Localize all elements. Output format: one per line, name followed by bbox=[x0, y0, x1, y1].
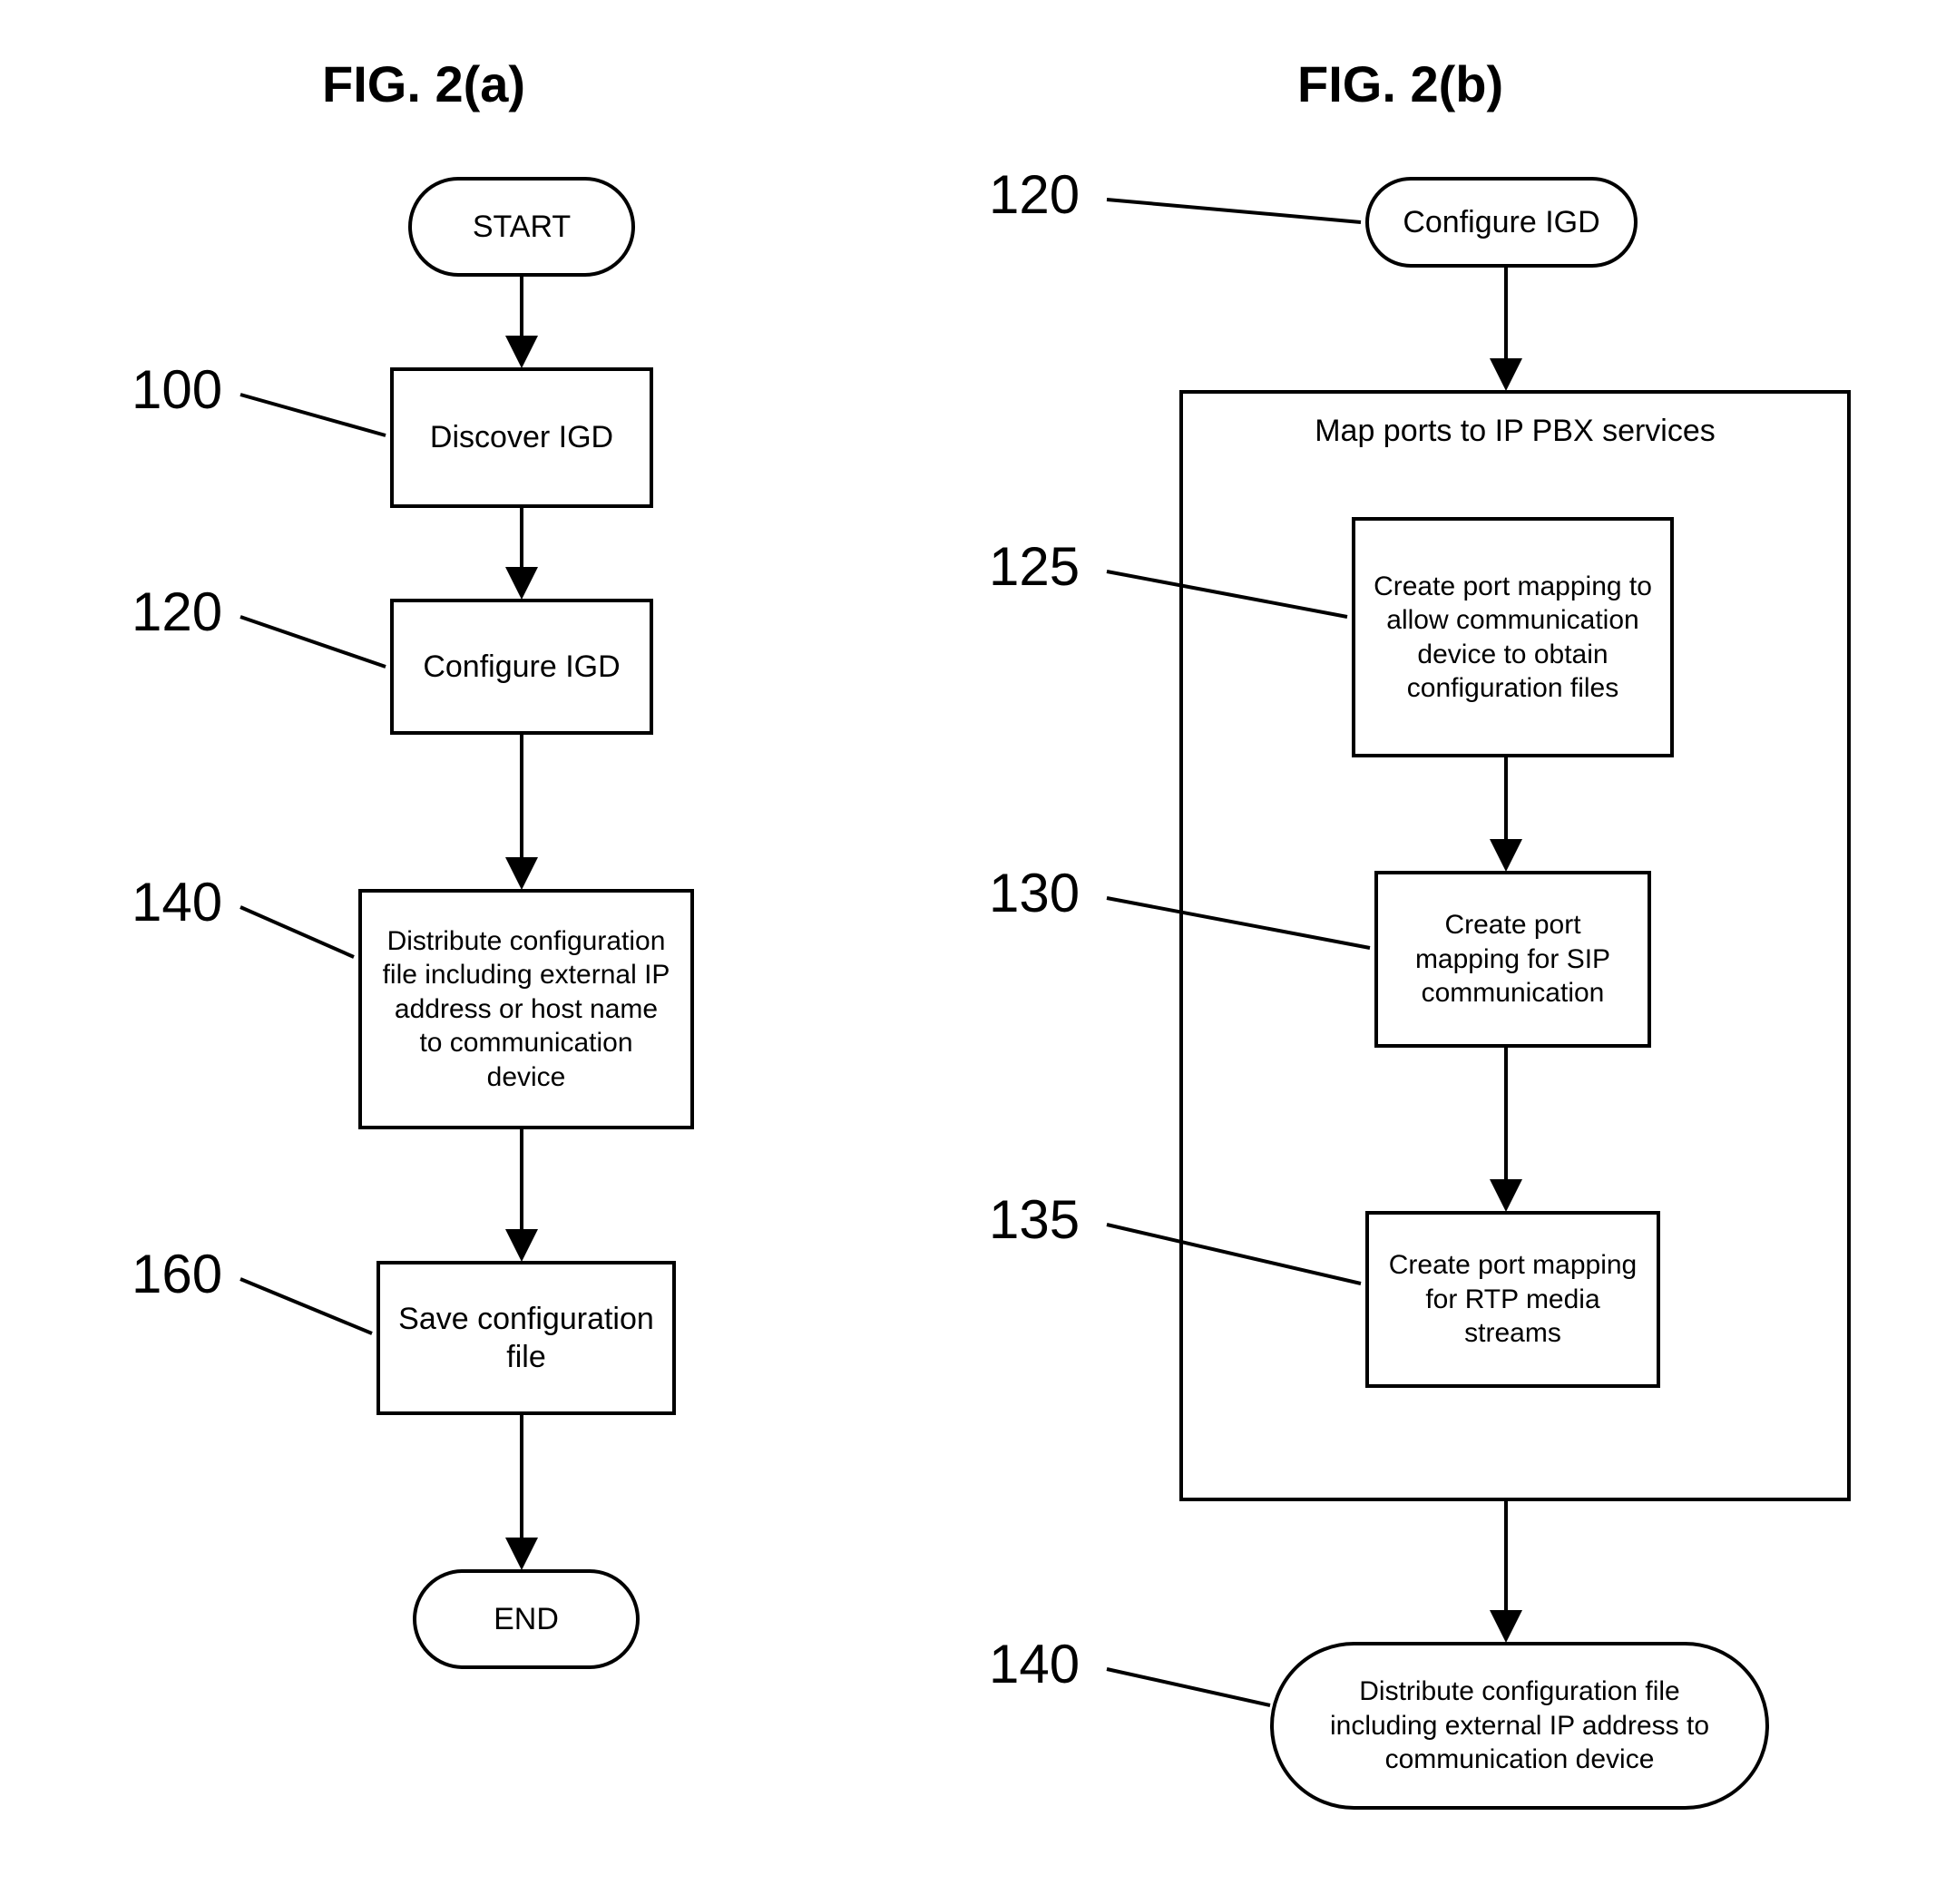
ref-125: 125 bbox=[989, 535, 1080, 598]
n120b-label: Configure IGD bbox=[1403, 203, 1599, 242]
fig-a-title: FIG. 2(a) bbox=[322, 54, 525, 113]
n125-label: Create port mapping to allow communicati… bbox=[1374, 570, 1652, 706]
terminator-distribute-b: Distribute configuration file including … bbox=[1270, 1642, 1769, 1810]
terminator-start: START bbox=[408, 177, 635, 277]
fig-b-title: FIG. 2(b) bbox=[1297, 54, 1503, 113]
n160-label: Save configuration file bbox=[398, 1300, 654, 1377]
n100-label: Discover IGD bbox=[430, 418, 613, 457]
terminator-configure-igd-b: Configure IGD bbox=[1365, 177, 1638, 268]
process-port-map-rtp: Create port mapping for RTP media stream… bbox=[1365, 1211, 1660, 1388]
n135-label: Create port mapping for RTP media stream… bbox=[1387, 1248, 1638, 1351]
process-configure-igd-a: Configure IGD bbox=[390, 599, 653, 735]
ref-120b: 120 bbox=[989, 163, 1080, 226]
ref-160: 160 bbox=[132, 1243, 222, 1305]
n120a-label: Configure IGD bbox=[423, 648, 620, 687]
ref-135: 135 bbox=[989, 1188, 1080, 1251]
ref-140b: 140 bbox=[989, 1633, 1080, 1695]
n140b-label: Distribute configuration file including … bbox=[1319, 1675, 1720, 1777]
n140a-label: Distribute configuration file including … bbox=[380, 924, 672, 1095]
process-port-map-config: Create port mapping to allow communicati… bbox=[1352, 517, 1674, 757]
end-label: END bbox=[494, 1600, 559, 1639]
terminator-end: END bbox=[413, 1569, 640, 1669]
n130-label: Create port mapping for SIP communicatio… bbox=[1396, 908, 1629, 1011]
process-save: Save configuration file bbox=[376, 1261, 676, 1415]
ref-130: 130 bbox=[989, 862, 1080, 924]
process-distribute-a: Distribute configuration file including … bbox=[358, 889, 694, 1129]
ref-140a: 140 bbox=[132, 871, 222, 933]
container-title: Map ports to IP PBX services bbox=[1183, 412, 1847, 451]
ref-120a: 120 bbox=[132, 581, 222, 643]
start-label: START bbox=[473, 208, 571, 247]
ref-100: 100 bbox=[132, 358, 222, 421]
process-port-map-sip: Create port mapping for SIP communicatio… bbox=[1374, 871, 1651, 1048]
process-discover-igd: Discover IGD bbox=[390, 367, 653, 508]
